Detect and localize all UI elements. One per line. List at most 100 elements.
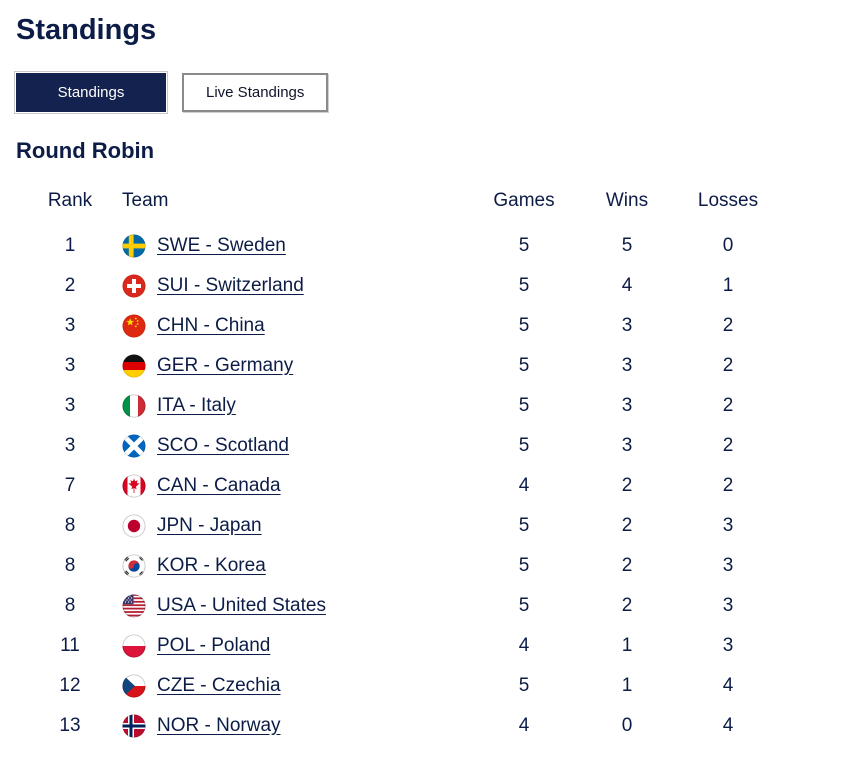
losses-cell: 2 (722, 435, 734, 456)
rank-cell: 8 (64, 555, 76, 576)
header-wins: Wins (605, 190, 649, 211)
nor-flag-icon (122, 714, 146, 738)
losses-cell: 4 (722, 715, 734, 736)
team-cell: JPN - Japan (116, 506, 468, 546)
wins-cell: 3 (621, 435, 633, 456)
losses-cell: 4 (722, 675, 734, 696)
wins-cell: 4 (621, 275, 633, 296)
table-row: 7 CAN - Canada 4 2 2 (24, 466, 782, 506)
team-link[interactable]: POL - Poland (157, 635, 271, 656)
team-cell: SCO - Scotland (116, 426, 468, 466)
games-cell: 5 (518, 275, 530, 296)
games-cell: 5 (518, 315, 530, 336)
table-row: 3 SCO - Scotland 5 3 2 (24, 426, 782, 466)
team-cell: CHN - China (116, 306, 468, 346)
tab-live-standings[interactable]: Live Standings (182, 73, 329, 112)
can-flag-icon (122, 474, 146, 498)
games-cell: 4 (518, 475, 530, 496)
games-cell: 5 (518, 555, 530, 576)
rank-cell: 12 (59, 675, 81, 696)
jpn-flag-icon (122, 514, 146, 538)
table-row: 1 SWE - Sweden 5 5 0 (24, 226, 782, 266)
team-link[interactable]: GER - Germany (157, 355, 294, 376)
wins-cell: 5 (621, 235, 633, 256)
rank-cell: 3 (64, 315, 76, 336)
team-cell: USA - United States (116, 586, 468, 626)
chn-flag-icon (122, 314, 146, 338)
team-link[interactable]: NOR - Norway (157, 715, 281, 736)
ger-flag-icon (122, 354, 146, 378)
header-rank: Rank (47, 190, 93, 211)
losses-cell: 1 (722, 275, 734, 296)
team-cell: NOR - Norway (116, 706, 468, 746)
kor-flag-icon (122, 554, 146, 578)
team-cell: KOR - Korea (116, 546, 468, 586)
team-link[interactable]: CAN - Canada (157, 475, 281, 496)
team-cell: CZE - Czechia (116, 666, 468, 706)
team-link[interactable]: CHN - China (157, 315, 265, 336)
team-link[interactable]: KOR - Korea (157, 555, 266, 576)
usa-flag-icon (122, 594, 146, 618)
team-link[interactable]: SUI - Switzerland (157, 275, 304, 296)
games-cell: 5 (518, 395, 530, 416)
losses-cell: 2 (722, 315, 734, 336)
sui-flag-icon (122, 274, 146, 298)
losses-cell: 3 (722, 555, 734, 576)
games-cell: 5 (518, 235, 530, 256)
losses-cell: 3 (722, 635, 734, 656)
table-row: 11 POL - Poland 4 1 3 (24, 626, 782, 666)
rank-cell: 1 (64, 235, 76, 256)
table-row: 3 CHN - China 5 3 2 (24, 306, 782, 346)
tab-standings[interactable]: Standings (14, 71, 168, 114)
table-row: 2 SUI - Switzerland 5 4 1 (24, 266, 782, 306)
team-cell: SUI - Switzerland (116, 266, 468, 306)
wins-cell: 3 (621, 395, 633, 416)
wins-cell: 2 (621, 595, 633, 616)
tab-bar: Standings Live Standings (14, 71, 861, 114)
team-cell: POL - Poland (116, 626, 468, 666)
rank-cell: 8 (64, 515, 76, 536)
team-link[interactable]: USA - United States (157, 595, 326, 616)
games-cell: 5 (518, 675, 530, 696)
wins-cell: 1 (621, 635, 633, 656)
games-cell: 5 (518, 435, 530, 456)
cze-flag-icon (122, 674, 146, 698)
losses-cell: 0 (722, 235, 734, 256)
wins-cell: 3 (621, 315, 633, 336)
page-title: Standings (16, 14, 157, 46)
table-row: 13 NOR - Norway 4 0 4 (24, 706, 782, 746)
ita-flag-icon (122, 394, 146, 418)
team-link[interactable]: SWE - Sweden (157, 235, 286, 256)
team-cell: CAN - Canada (116, 466, 468, 506)
team-cell: SWE - Sweden (116, 226, 468, 266)
losses-cell: 2 (722, 355, 734, 376)
losses-cell: 3 (722, 515, 734, 536)
team-cell: ITA - Italy (116, 386, 468, 426)
team-link[interactable]: ITA - Italy (157, 395, 236, 416)
rank-cell: 3 (64, 395, 76, 416)
rank-cell: 2 (64, 275, 76, 296)
header-losses: Losses (697, 190, 759, 211)
section-title: Round Robin (16, 138, 155, 163)
wins-cell: 3 (621, 355, 633, 376)
games-cell: 5 (518, 595, 530, 616)
games-cell: 4 (518, 635, 530, 656)
team-link[interactable]: JPN - Japan (157, 515, 262, 536)
games-cell: 5 (518, 515, 530, 536)
swe-flag-icon (122, 234, 146, 258)
rank-cell: 8 (64, 595, 76, 616)
table-row: 3 ITA - Italy 5 3 2 (24, 386, 782, 426)
rank-cell: 3 (64, 435, 76, 456)
wins-cell: 1 (621, 675, 633, 696)
games-cell: 5 (518, 355, 530, 376)
table-row: 8 JPN - Japan 5 2 3 (24, 506, 782, 546)
wins-cell: 0 (621, 715, 633, 736)
losses-cell: 3 (722, 595, 734, 616)
team-link[interactable]: SCO - Scotland (157, 435, 289, 456)
sco-flag-icon (122, 434, 146, 458)
table-row: 8 USA - United States 5 2 3 (24, 586, 782, 626)
team-link[interactable]: CZE - Czechia (157, 675, 281, 696)
games-cell: 4 (518, 715, 530, 736)
table-row: 8 KOR - Korea 5 2 3 (24, 546, 782, 586)
